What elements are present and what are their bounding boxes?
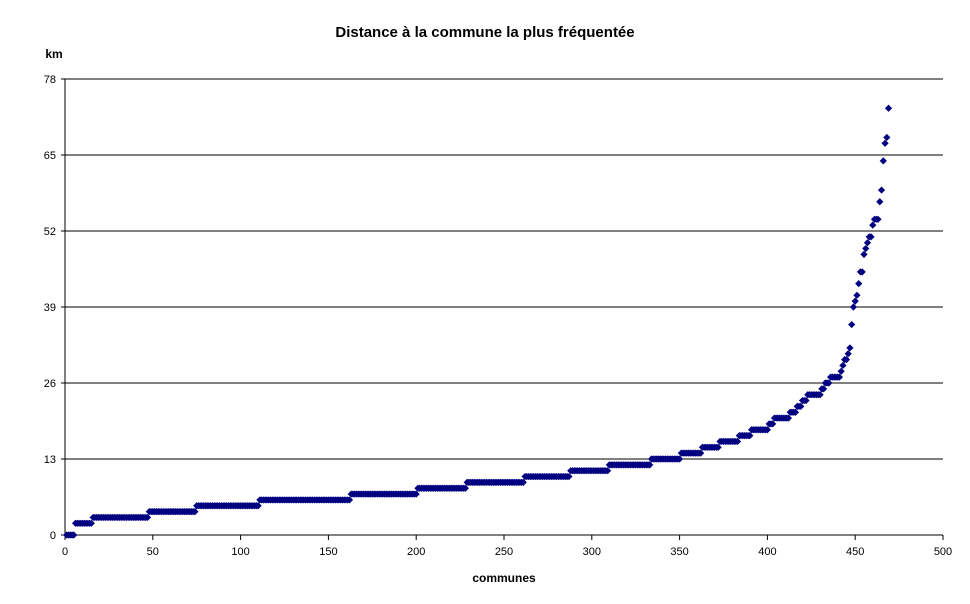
data-point	[862, 244, 870, 253]
data-point	[791, 408, 800, 416]
data-point	[851, 297, 859, 305]
data-point	[849, 303, 858, 311]
y-tick-label: 26	[44, 378, 56, 390]
data-point	[858, 268, 866, 276]
axes	[61, 78, 944, 540]
y-axis-label: km	[45, 47, 62, 61]
data-point	[519, 478, 527, 486]
data-point	[819, 385, 828, 393]
x-tick-label: 250	[495, 546, 513, 558]
data-point	[835, 373, 843, 381]
gridlines	[65, 78, 943, 460]
data-point	[191, 508, 199, 516]
x-tick-label: 100	[231, 546, 249, 558]
data-point	[784, 414, 793, 422]
x-tick-label: 150	[319, 546, 337, 558]
data-point	[879, 157, 887, 165]
data-point	[412, 490, 420, 498]
y-tick-label: 13	[44, 454, 56, 466]
data-point	[867, 233, 875, 241]
data-point	[254, 502, 262, 510]
y-tick-label: 78	[44, 74, 56, 86]
x-tick-label: 450	[846, 546, 864, 558]
data-point	[461, 484, 469, 492]
data-point	[869, 221, 877, 229]
x-tick-labels: 0 50 100 150 200 250 300 350 400 450 500	[62, 546, 952, 558]
data-point	[733, 437, 742, 446]
x-tick-label: 0	[62, 546, 68, 558]
x-tick-label: 400	[758, 546, 776, 558]
x-tick-label: 50	[147, 546, 159, 558]
data-point	[883, 133, 891, 142]
data-point	[676, 455, 684, 463]
data-points	[63, 104, 893, 539]
data-point	[769, 420, 777, 428]
data-point	[863, 239, 872, 247]
data-point	[802, 396, 810, 405]
chart-title: Distance à la commune la plus fréquentée	[335, 24, 634, 41]
data-point	[853, 291, 861, 299]
data-point	[87, 519, 95, 527]
y-tick-label: 52	[44, 226, 56, 238]
data-point	[874, 215, 882, 223]
data-point	[846, 344, 854, 352]
x-tick-label: 200	[407, 546, 425, 558]
data-point	[839, 361, 847, 370]
data-point	[842, 356, 851, 364]
data-point	[855, 280, 863, 288]
data-point	[844, 350, 852, 358]
data-point	[877, 186, 886, 194]
data-point	[604, 467, 612, 475]
data-point	[837, 367, 845, 375]
x-axis-label: communes	[472, 571, 536, 585]
y-tick-label: 65	[44, 150, 56, 162]
data-point	[876, 198, 884, 206]
data-point	[825, 379, 833, 387]
data-point	[143, 513, 152, 522]
x-tick-label: 500	[934, 546, 952, 558]
data-point	[714, 443, 722, 451]
data-point	[763, 426, 771, 434]
data-point	[646, 461, 654, 469]
data-point	[70, 531, 78, 539]
y-tick-label: 0	[50, 530, 56, 542]
data-point	[746, 432, 754, 440]
data-point	[881, 139, 889, 147]
data-point	[797, 402, 805, 410]
x-tick-label: 350	[670, 546, 688, 558]
data-point	[848, 320, 856, 329]
y-tick-label: 39	[44, 302, 56, 314]
data-point	[345, 496, 354, 504]
data-point	[565, 472, 573, 481]
data-point	[860, 250, 868, 258]
data-point	[816, 391, 824, 399]
y-tick-labels: 0 13 26 39 52 65 78	[44, 74, 56, 542]
data-point	[697, 449, 705, 457]
x-tick-label: 300	[583, 546, 601, 558]
data-point	[884, 104, 893, 112]
